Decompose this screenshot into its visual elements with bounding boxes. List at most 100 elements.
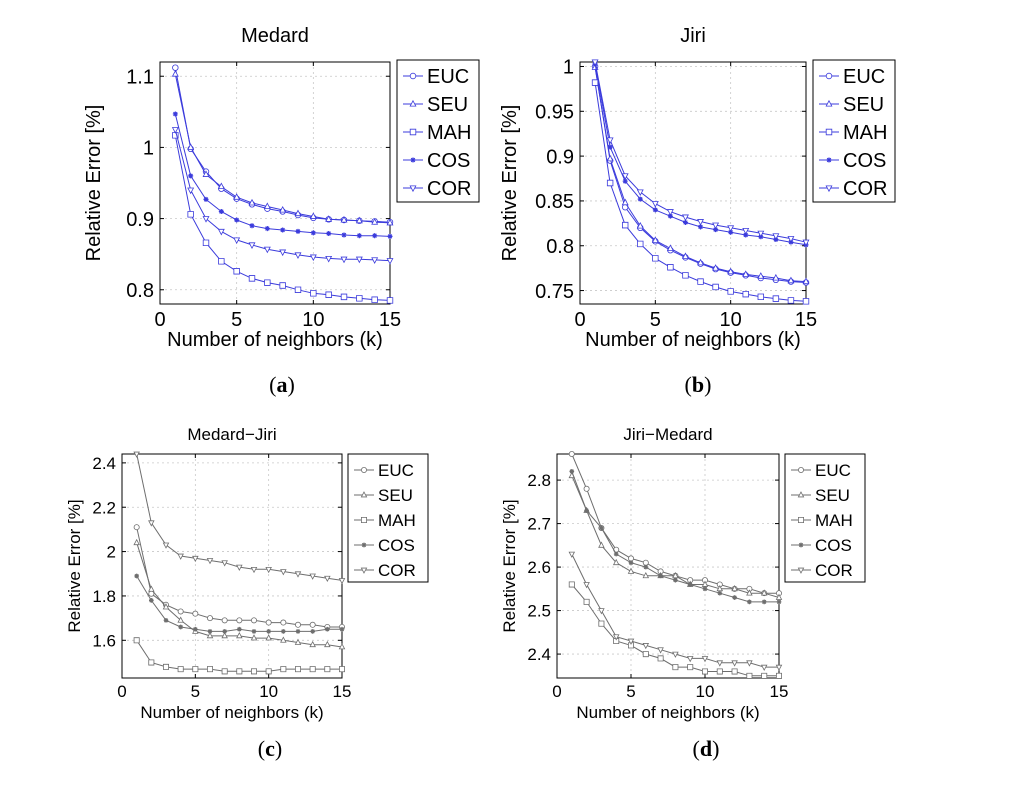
data-point — [742, 270, 750, 277]
x-tick-label: 5 — [191, 682, 200, 701]
data-point — [682, 252, 689, 259]
data-point — [264, 226, 270, 232]
plot-area — [557, 454, 779, 678]
y-tick-label: 0.8 — [546, 236, 574, 258]
data-point — [192, 626, 198, 632]
data-point — [263, 202, 271, 209]
y-tick-label: 0.85 — [535, 191, 574, 213]
data-point — [717, 590, 723, 596]
data-point — [701, 580, 709, 587]
data-point — [294, 621, 302, 628]
legend-label: MAH — [843, 122, 887, 144]
legend-item: SEU — [819, 94, 884, 116]
x-axis-label: Number of neighbors (k) — [140, 703, 323, 722]
data-point — [775, 593, 783, 600]
data-point — [776, 599, 782, 605]
data-point — [294, 571, 302, 578]
data-point — [702, 668, 708, 675]
data-point — [772, 273, 780, 281]
data-point — [339, 666, 345, 673]
legend-label: COR — [815, 561, 853, 580]
data-point — [172, 64, 179, 71]
data-point — [746, 585, 753, 592]
y-axis-label: Relative Error [%] — [83, 105, 105, 262]
data-point — [757, 272, 765, 279]
x-tick-label: 15 — [770, 682, 789, 701]
chart-title: Jiri−Medard — [623, 425, 712, 444]
data-point — [612, 634, 620, 641]
data-point — [280, 569, 287, 576]
panel-caption: (c) — [258, 736, 282, 761]
panel-caption: (b) — [685, 372, 712, 397]
legend-marker — [798, 517, 804, 523]
chart-panel-2: 0 5 10 15 0.75 0.8 0.85 0.9 0.95 1 Jiri Number of n… — [499, 25, 896, 397]
data-point — [221, 632, 228, 639]
data-point — [682, 272, 689, 279]
series-seu — [591, 63, 810, 285]
y-axis-label: Relative Error [%] — [499, 105, 521, 262]
data-point — [310, 290, 317, 297]
data-point — [746, 660, 753, 667]
legend-item: EUC — [354, 461, 414, 480]
data-point — [591, 59, 599, 67]
data-point — [386, 258, 394, 265]
legend-item: MAH — [403, 122, 471, 144]
legend-label: COS — [815, 536, 852, 555]
data-point — [295, 666, 301, 673]
data-point — [606, 154, 614, 162]
data-point — [207, 666, 213, 673]
series-cor — [171, 127, 394, 265]
y-tick-label: 1.6 — [92, 631, 116, 650]
data-point — [280, 636, 287, 643]
data-point — [642, 643, 650, 650]
data-point — [163, 663, 169, 670]
x-tick-label: 10 — [696, 682, 715, 701]
data-point — [133, 524, 140, 531]
data-point — [652, 255, 659, 262]
data-point — [148, 585, 155, 592]
legend-marker — [409, 99, 417, 107]
x-tick-label: 0 — [574, 309, 585, 331]
data-point — [742, 290, 749, 298]
data-point — [310, 629, 316, 634]
legend-label: SEU — [815, 486, 850, 505]
data-point — [371, 296, 378, 303]
panel-caption: (a) — [269, 372, 295, 397]
data-point — [583, 598, 590, 605]
data-point — [355, 216, 363, 224]
data-point — [606, 179, 614, 187]
legend-label: EUC — [815, 461, 851, 480]
chart-title: Jiri — [680, 25, 706, 47]
y-tick-label: 2.7 — [527, 515, 551, 534]
data-point — [248, 242, 256, 250]
data-point — [163, 617, 169, 623]
data-point — [148, 520, 155, 527]
data-point — [236, 626, 242, 632]
legend-item: COR — [791, 561, 853, 580]
legend-marker — [410, 157, 416, 163]
data-point — [133, 637, 140, 644]
data-point — [667, 213, 673, 219]
y-axis-label: Relative Error [%] — [500, 499, 519, 632]
data-point — [133, 451, 140, 458]
data-point — [187, 187, 195, 195]
legend-label: COS — [427, 150, 470, 172]
data-point — [162, 603, 170, 610]
legend-marker — [409, 72, 417, 80]
data-point — [221, 560, 228, 567]
legend-label: SEU — [427, 94, 468, 116]
legend-item: EUC — [791, 461, 851, 480]
legend-item: MAH — [354, 511, 416, 530]
data-point — [598, 620, 605, 627]
data-point — [371, 257, 379, 264]
data-point — [568, 551, 576, 558]
data-point — [171, 70, 179, 77]
data-point — [627, 638, 635, 645]
series-mah — [591, 79, 810, 305]
data-point — [187, 211, 194, 218]
data-point — [218, 258, 225, 265]
data-point — [687, 664, 694, 671]
data-point — [309, 573, 316, 580]
x-tick-label: 10 — [259, 682, 278, 701]
data-point — [386, 297, 394, 304]
